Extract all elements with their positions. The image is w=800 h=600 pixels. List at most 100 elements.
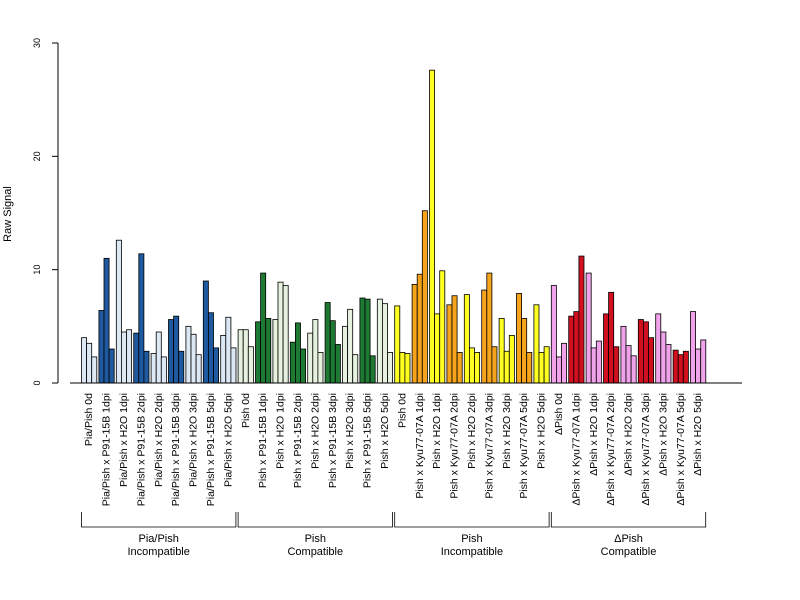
x-tick-label: Pish x H2O 3dpi bbox=[344, 393, 356, 469]
bar bbox=[508, 334, 515, 384]
bar bbox=[108, 348, 115, 384]
bar bbox=[376, 298, 383, 384]
bar bbox=[421, 210, 428, 384]
y-tick-label: 30 bbox=[32, 38, 42, 48]
bar bbox=[411, 283, 418, 384]
group-label: ΔPish bbox=[614, 533, 643, 545]
bar bbox=[364, 298, 371, 384]
x-tick-label: ΔPish x H2O 2dpi bbox=[623, 393, 635, 476]
group-sublabel: Compatible bbox=[601, 546, 657, 558]
x-tick-label: Pia/Pish x H2O 5dpi bbox=[222, 393, 234, 487]
bar bbox=[207, 312, 214, 384]
bar bbox=[133, 332, 140, 384]
bar bbox=[585, 272, 592, 384]
bar bbox=[138, 253, 145, 384]
group-bracket bbox=[394, 512, 550, 528]
y-tick-label: 20 bbox=[32, 151, 42, 161]
bars bbox=[81, 69, 707, 384]
bar bbox=[359, 297, 366, 384]
bar bbox=[81, 337, 87, 384]
bar bbox=[516, 293, 522, 384]
x-tick-label: ΔPish 0d bbox=[553, 393, 565, 435]
bar bbox=[115, 239, 122, 384]
x-tick-label: Pish x H2O 1dpi bbox=[431, 393, 443, 469]
bar bbox=[324, 302, 331, 384]
bar bbox=[399, 351, 406, 384]
bar bbox=[630, 355, 637, 384]
bar bbox=[195, 354, 202, 384]
y-tick-label: 0 bbox=[32, 380, 42, 385]
bar bbox=[342, 325, 348, 384]
group-sublabel: Compatible bbox=[287, 546, 343, 558]
x-tick-label: Pish x Kyu77-07A 3dpi bbox=[483, 393, 495, 499]
x-tick-label: Pish x Kyu77-07A 2dpi bbox=[449, 393, 461, 499]
bar bbox=[173, 315, 180, 384]
bar bbox=[347, 308, 354, 384]
bar bbox=[202, 280, 209, 384]
x-tick-label: Pish x H2O 5dpi bbox=[536, 393, 548, 469]
bar bbox=[381, 303, 388, 384]
x-tick-label: Pish 0d bbox=[396, 393, 408, 428]
bar bbox=[404, 353, 411, 384]
bar bbox=[213, 347, 219, 384]
x-tick-label: Pish x P91-15B 1dpi bbox=[257, 393, 269, 488]
bar bbox=[260, 272, 267, 384]
bar bbox=[521, 317, 528, 384]
bar bbox=[289, 341, 296, 384]
bar bbox=[255, 321, 261, 384]
bar bbox=[277, 281, 284, 384]
bar bbox=[503, 350, 510, 384]
x-tick-label: Pish x H2O 2dpi bbox=[309, 393, 321, 469]
bar bbox=[434, 313, 441, 384]
bar bbox=[369, 355, 376, 384]
bar bbox=[91, 356, 98, 384]
bar bbox=[272, 319, 279, 384]
bar bbox=[643, 321, 649, 384]
bar bbox=[463, 294, 470, 384]
bar bbox=[690, 311, 696, 384]
group-label: Pish bbox=[461, 533, 482, 545]
x-tick-label: Pia/Pish x P91-15B 5dpi bbox=[205, 393, 217, 506]
bar bbox=[103, 257, 110, 384]
x-tick-label: Pish x H2O 2dpi bbox=[466, 393, 478, 469]
x-tick-label: Pia/Pish 0d bbox=[83, 393, 95, 446]
bar bbox=[468, 347, 475, 384]
bar bbox=[446, 304, 453, 384]
bar bbox=[429, 69, 435, 384]
bar bbox=[474, 351, 480, 384]
bar bbox=[682, 350, 689, 384]
group-label: Pia/Pish bbox=[139, 533, 179, 545]
bar bbox=[538, 351, 545, 384]
bar bbox=[655, 313, 662, 384]
x-tick-labels: Pia/Pish 0d Pia/Pish x P91-15B 1dpi Pia/Pi… bbox=[83, 393, 704, 506]
group-sublabel: Incompatible bbox=[441, 546, 503, 558]
bar bbox=[312, 319, 319, 384]
y-tick-label: 10 bbox=[32, 265, 42, 275]
bar bbox=[317, 351, 324, 384]
bar bbox=[665, 344, 672, 384]
x-tick-label: ΔPish x Kyu77-07A 5dpi bbox=[675, 393, 687, 506]
bar bbox=[225, 316, 232, 384]
bar bbox=[568, 315, 575, 384]
bar bbox=[486, 272, 493, 384]
bar bbox=[242, 329, 249, 384]
x-tick-label: Pish x H2O 3dpi bbox=[501, 393, 513, 469]
bar bbox=[143, 350, 150, 384]
bar bbox=[526, 351, 533, 384]
bar bbox=[416, 273, 423, 384]
bar bbox=[329, 320, 336, 384]
x-tick-label: Pia/Pish x H2O 3dpi bbox=[188, 393, 200, 487]
bar bbox=[451, 295, 458, 384]
bar bbox=[481, 289, 488, 384]
group-bracket bbox=[237, 512, 393, 528]
bar bbox=[561, 342, 567, 384]
x-tick-label: Pish 0d bbox=[240, 393, 252, 428]
bar bbox=[700, 339, 707, 384]
x-tick-label: Pish x H2O 1dpi bbox=[275, 393, 287, 469]
x-tick-label: ΔPish x Kyu77-07A 2dpi bbox=[605, 393, 617, 506]
bar bbox=[590, 347, 597, 384]
bar bbox=[220, 334, 227, 384]
bar bbox=[334, 344, 341, 384]
bar bbox=[608, 291, 615, 384]
bar bbox=[190, 333, 197, 384]
